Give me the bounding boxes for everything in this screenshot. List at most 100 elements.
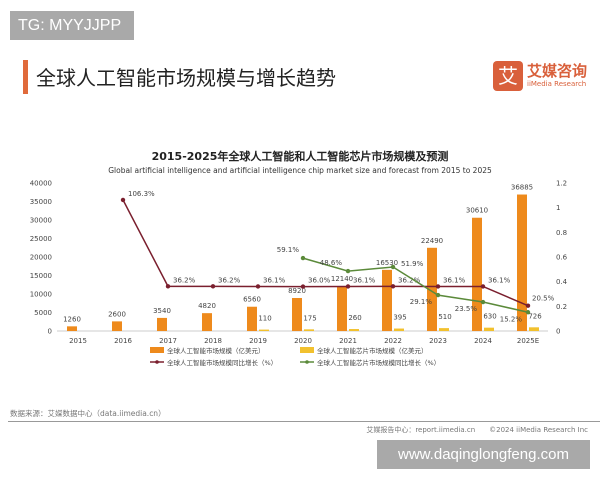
bar-ai-market-label: 6560: [243, 296, 261, 304]
bar-ai-market-label: 36885: [511, 184, 533, 192]
point-ai-growth: [480, 284, 486, 289]
point-chip-growth-label: 48.6%: [320, 259, 343, 267]
bar-ai-chip: [259, 329, 269, 331]
bar-ai-chip-label: 630: [483, 313, 496, 321]
logo-name-en: iiMedia Research: [527, 80, 587, 88]
divider: [8, 421, 600, 422]
logo-name-cn: 艾媒咨询: [527, 62, 588, 80]
point-chip-growth: [345, 268, 351, 274]
y-left-tick-label: 5000: [34, 309, 52, 317]
point-ai-growth: [525, 303, 531, 308]
bar-ai-chip-label: 510: [438, 313, 451, 321]
footer: 艾媒报告中心：report.iimedia.cn ©2024 iiMedia R…: [366, 426, 588, 434]
bar-ai-market-label: 1260: [63, 315, 81, 323]
point-chip-growth: [300, 255, 306, 261]
point-ai-growth-label: 20.5%: [532, 295, 555, 303]
bar-ai-chip: [394, 328, 404, 331]
watermark-top: TG: MYYJJPP: [10, 11, 134, 40]
x-tick-label: 2021: [339, 337, 357, 345]
x-tick-label: 2024: [474, 337, 492, 345]
bar-ai-market-label: 22490: [421, 237, 443, 245]
y-left-tick-label: 25000: [30, 235, 52, 243]
x-tick-label: 2018: [204, 337, 222, 345]
x-tick-label: 2015: [69, 337, 87, 345]
y-right-tick-label: 0.8: [556, 229, 567, 237]
bar-ai-market: [382, 269, 392, 331]
bar-ai-market: [427, 247, 437, 331]
point-ai-growth-label: 36.0%: [308, 277, 331, 285]
point-chip-growth-label: 29.1%: [410, 298, 433, 306]
point-ai-growth-label: 36.2%: [173, 276, 196, 284]
bar-ai-chip-label: 395: [393, 314, 406, 322]
point-chip-growth: [390, 264, 396, 270]
point-chip-growth-label: 59.1%: [277, 246, 300, 254]
y-right-tick-label: 0.4: [556, 278, 568, 286]
bar-ai-chip-label: 110: [258, 315, 271, 323]
logo-icon: 艾: [493, 61, 523, 91]
point-chip-growth: [480, 299, 486, 305]
bar-ai-market: [157, 317, 167, 331]
bar-ai-chip: [304, 329, 314, 331]
point-ai-growth-label: 36.1%: [263, 276, 286, 284]
y-left-tick-label: 20000: [30, 254, 52, 262]
x-tick-label: 2017: [159, 337, 177, 345]
bar-ai-market: [112, 321, 122, 331]
point-ai-growth-label: 36.1%: [443, 276, 466, 284]
legend-label: 全球人工智能芯片市场规模（亿美元）: [317, 346, 428, 355]
y-right-tick-label: 0.6: [556, 254, 568, 262]
point-ai-growth: [210, 284, 216, 289]
legend-marker: [155, 360, 159, 364]
point-ai-growth-label: 36.1%: [488, 276, 511, 284]
chart-subtitle: Global artificial intelligence and artif…: [108, 166, 492, 175]
y-left-tick-label: 30000: [30, 217, 52, 225]
y-left-tick-label: 0: [48, 328, 52, 336]
bar-ai-market-label: 3540: [153, 307, 171, 315]
data-source: 数据来源：艾媒数据中心（data.iimedia.cn）: [10, 409, 166, 418]
point-ai-growth: [120, 197, 126, 203]
legend-swatch: [300, 347, 314, 353]
bar-ai-market: [292, 297, 302, 331]
bar-ai-chip: [529, 327, 539, 331]
y-left-tick-label: 35000: [30, 198, 52, 206]
heading-accent-bar: [23, 60, 28, 94]
point-ai-growth-label: 36.2%: [218, 276, 241, 284]
bar-ai-market: [247, 306, 257, 331]
bar-ai-market: [202, 313, 212, 331]
point-chip-growth-label: 15.2%: [500, 315, 523, 323]
watermark-bottom: www.daqinglongfeng.com: [377, 440, 590, 469]
bar-ai-chip: [439, 328, 449, 331]
point-ai-growth-label: 36.2%: [398, 276, 421, 284]
bar-ai-chip-label: 175: [303, 314, 316, 322]
x-tick-label: 2022: [384, 337, 402, 345]
x-tick-label: 2025E: [517, 337, 539, 345]
legend-swatch: [150, 347, 164, 353]
x-tick-label: 2016: [114, 337, 132, 345]
point-ai-growth-label: 36.1%: [353, 276, 376, 284]
x-tick-label: 2023: [429, 337, 447, 345]
bar-ai-market: [517, 194, 527, 331]
bar-ai-market-label: 8920: [288, 287, 306, 295]
page-title: 全球人工智能市场规模与增长趋势: [36, 66, 336, 90]
legend-label: 全球人工智能芯片市场规模同比增长（%）: [317, 358, 440, 367]
point-chip-growth-label: 51.9%: [401, 260, 424, 268]
y-right-tick-label: 1.2: [556, 180, 567, 188]
bar-ai-market-label: 2600: [108, 310, 126, 318]
bar-ai-chip: [349, 329, 359, 331]
point-ai-growth-label: 106.3%: [128, 190, 155, 198]
point-ai-growth: [345, 284, 351, 289]
point-chip-growth-label: 23.5%: [455, 305, 478, 313]
line-chip-growth: [302, 257, 529, 313]
point-ai-growth: [300, 284, 306, 289]
y-left-tick-label: 10000: [30, 291, 52, 299]
bar-ai-chip-label: 260: [348, 314, 361, 322]
bar-ai-market: [337, 286, 347, 331]
bar-ai-market-label: 4820: [198, 302, 216, 310]
bar-ai-market: [67, 326, 77, 331]
x-tick-label: 2020: [294, 337, 312, 345]
chart-title: 2015-2025年全球人工智能和人工智能芯片市场规模及预测: [151, 150, 449, 163]
y-right-tick-label: 0.2: [556, 303, 567, 311]
point-chip-growth: [525, 310, 531, 315]
bar-ai-chip: [484, 327, 494, 331]
bar-ai-chip-label: 726: [528, 312, 542, 320]
y-right-tick-label: 0: [556, 328, 560, 336]
